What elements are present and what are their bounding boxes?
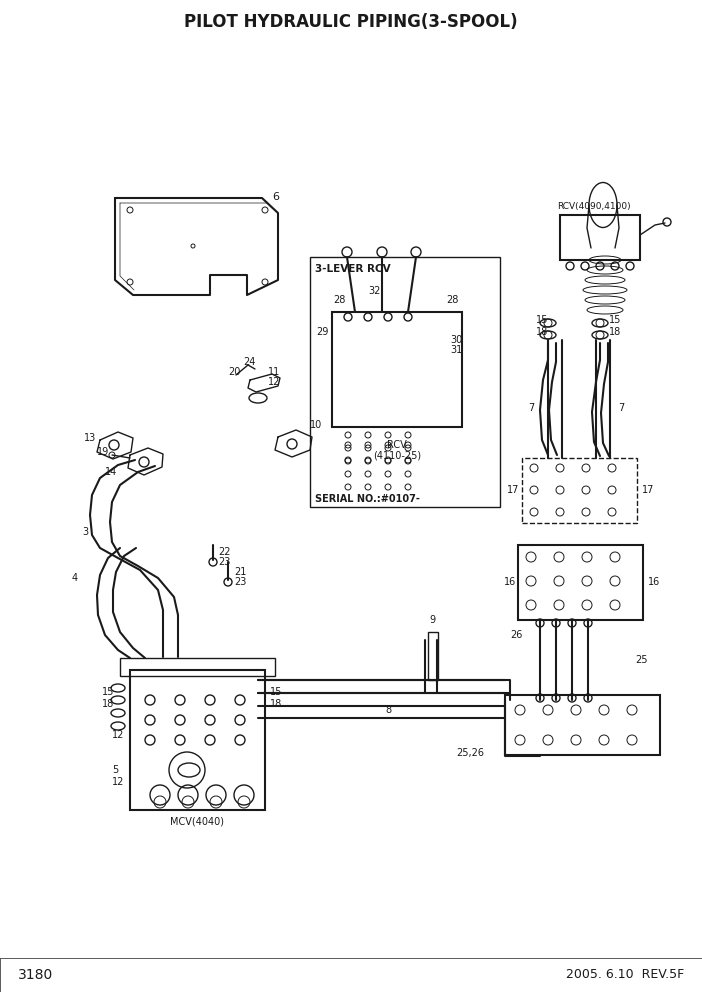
Bar	[332, 312, 462, 427]
Text: 17: 17	[507, 485, 519, 495]
Text: 3: 3	[82, 527, 88, 537]
Text: 31: 31	[450, 345, 462, 355]
Text: 2005. 6.10  REV.5F: 2005. 6.10 REV.5F	[566, 968, 684, 981]
Text: 23: 23	[218, 557, 230, 567]
Text: 30: 30	[450, 335, 462, 345]
Text: 12: 12	[268, 377, 280, 387]
Text: 23: 23	[234, 577, 246, 587]
Bar	[130, 670, 265, 810]
Text: 18: 18	[536, 327, 548, 337]
Text: RCV(4090,4100): RCV(4090,4100)	[557, 202, 630, 211]
Text: 18: 18	[609, 327, 621, 337]
Text: 9: 9	[429, 615, 435, 625]
Text: 18: 18	[270, 699, 282, 709]
Text: 15: 15	[609, 315, 621, 325]
Text: 3-LEVER RCV: 3-LEVER RCV	[315, 264, 390, 274]
Text: MCV(4040): MCV(4040)	[170, 817, 224, 827]
Text: PILOT HYDRAULIC PIPING(3-SPOOL): PILOT HYDRAULIC PIPING(3-SPOOL)	[184, 13, 518, 31]
Text: 8: 8	[385, 705, 391, 715]
Text: 12: 12	[112, 730, 124, 740]
Bar	[522, 458, 637, 523]
Text: 14: 14	[105, 467, 117, 477]
Text: 6: 6	[272, 192, 279, 202]
Text: 15: 15	[536, 315, 548, 325]
Text: 26: 26	[510, 630, 522, 640]
Text: 16: 16	[648, 577, 661, 587]
Text: 13: 13	[84, 433, 96, 443]
Text: 24: 24	[243, 357, 256, 367]
Text: 16: 16	[504, 577, 516, 587]
Text: 12: 12	[112, 777, 124, 787]
Text: 15: 15	[270, 687, 282, 697]
Text: SERIAL NO.:#0107-: SERIAL NO.:#0107-	[315, 494, 420, 504]
Text: RCV: RCV	[387, 440, 407, 450]
Text: 7: 7	[528, 403, 534, 413]
Text: (4110-25): (4110-25)	[373, 450, 421, 460]
Text: 21: 21	[234, 567, 246, 577]
Text: 5: 5	[112, 765, 118, 775]
Text: 11: 11	[268, 367, 280, 377]
Text: 22: 22	[218, 547, 230, 557]
Text: 3180: 3180	[18, 968, 53, 982]
Text: 32: 32	[368, 286, 380, 296]
Bar	[310, 257, 500, 507]
Bar	[560, 215, 640, 260]
Bar	[518, 545, 643, 620]
Bar	[120, 658, 275, 676]
Text: 7: 7	[618, 403, 624, 413]
Text: 4: 4	[72, 573, 78, 583]
Text: 29: 29	[316, 327, 329, 337]
Text: 15: 15	[102, 687, 114, 697]
Text: 28: 28	[446, 295, 458, 305]
Text: 18: 18	[102, 699, 114, 709]
Text: 17: 17	[642, 485, 654, 495]
Bar	[428, 632, 438, 680]
Text: 25,26: 25,26	[456, 748, 484, 758]
Text: 20: 20	[228, 367, 240, 377]
Text: 28: 28	[333, 295, 345, 305]
Text: 19: 19	[97, 447, 110, 457]
Text: 10: 10	[310, 420, 322, 430]
Bar	[505, 695, 660, 755]
Text: 25: 25	[635, 655, 647, 665]
